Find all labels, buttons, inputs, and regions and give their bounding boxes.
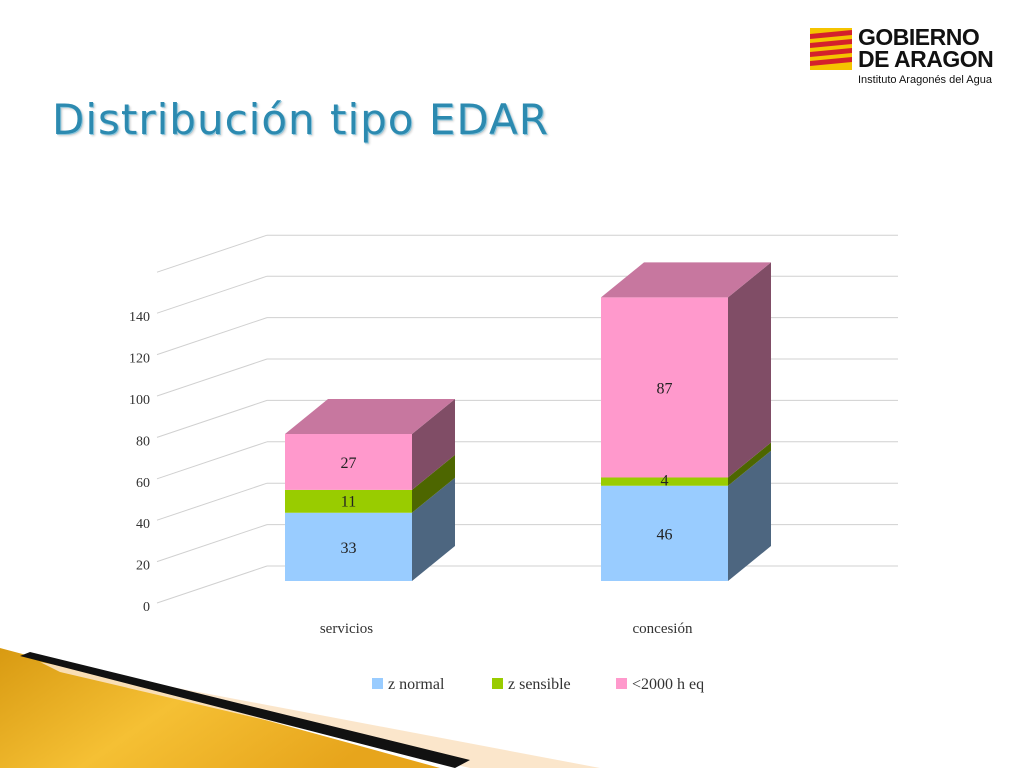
bar-front-face — [285, 434, 412, 490]
gridline-diagonal — [156, 482, 268, 521]
bar-front-face — [601, 477, 728, 486]
bar-segment-0-1 — [285, 454, 455, 513]
bar-segment-0-0 — [285, 477, 455, 581]
y-tick-label: 40 — [136, 517, 150, 532]
data-label: 27 — [341, 455, 357, 472]
bar-front-face — [601, 485, 728, 581]
bar-top-face — [601, 262, 771, 298]
legend-item: z normal — [372, 676, 445, 693]
chart-bars — [285, 262, 771, 581]
logo-text-line1: GOBIERNO — [858, 24, 980, 50]
y-tick-label: 20 — [136, 559, 150, 574]
y-tick-label: 120 — [129, 352, 150, 367]
legend-swatch — [492, 678, 503, 689]
logo-subtitle: Instituto Aragonés del Agua — [858, 74, 992, 86]
data-label: 46 — [657, 526, 673, 543]
bar-segment-1-2 — [601, 262, 771, 478]
gridline-diagonal — [156, 565, 268, 604]
gridline-diagonal — [156, 234, 268, 273]
bar-side-face — [728, 442, 771, 486]
y-axis-ticks: 0 20 40 60 80 100 120 140 — [129, 310, 150, 615]
y-tick-label: 60 — [136, 476, 150, 491]
bar-side-face — [728, 262, 771, 478]
bar-side-face — [412, 454, 455, 513]
y-tick-label: 140 — [129, 310, 150, 325]
legend-label: z normal — [388, 676, 445, 693]
bar-segment-1-1 — [601, 442, 771, 486]
legend-label: <2000 h eq — [632, 676, 704, 693]
gobierno-aragon-logo: GOBIERNO DE ARAGON Instituto Aragonés de… — [810, 26, 1010, 92]
bar-side-face — [412, 399, 455, 490]
legend-item: z sensible — [492, 676, 571, 693]
gridline-diagonal — [156, 441, 268, 480]
data-labels: 33 11 27 46 4 87 — [341, 380, 673, 556]
bar-segment-1-0 — [601, 450, 771, 581]
bar-side-face — [728, 450, 771, 581]
slide-title: Distribución tipo EDAR — [52, 95, 549, 144]
x-axis-categories: servicios concesión — [320, 621, 693, 637]
y-tick-label: 80 — [136, 434, 150, 449]
bar-front-face — [601, 297, 728, 478]
bar-segment-0-2 — [285, 399, 455, 490]
aragon-flag-icon — [810, 28, 852, 70]
x-category-label: concesión — [633, 621, 693, 637]
data-label: 4 — [661, 473, 669, 490]
x-category-label: servicios — [320, 621, 373, 637]
legend-swatch — [616, 678, 627, 689]
data-label: 11 — [341, 493, 356, 510]
bar-side-face — [412, 477, 455, 581]
gridline-diagonal — [156, 275, 268, 314]
bar-top-face — [285, 399, 455, 435]
legend-item: <2000 h eq — [616, 676, 704, 693]
legend-swatch — [372, 678, 383, 689]
data-label: 33 — [341, 540, 357, 557]
data-label: 87 — [657, 380, 673, 397]
y-tick-label: 0 — [143, 600, 150, 615]
chart-legend: z normal z sensible <2000 h eq — [372, 676, 704, 693]
gridline-diagonal — [156, 524, 268, 563]
legend-label: z sensible — [508, 676, 571, 693]
gridline-diagonal — [156, 358, 268, 397]
bar-front-face — [285, 512, 412, 581]
bar-front-face — [285, 489, 412, 513]
logo-text-line2: DE ARAGON — [858, 46, 994, 72]
gridline-diagonal — [156, 317, 268, 356]
gridline-diagonal — [156, 399, 268, 438]
y-tick-label: 100 — [129, 393, 150, 408]
